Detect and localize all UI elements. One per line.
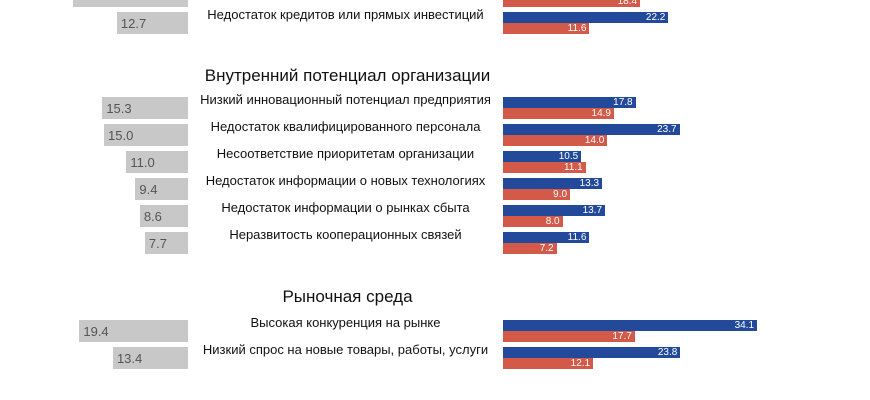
gray-bar: 7.7 xyxy=(144,232,188,254)
category-label: Низкий инновационный потенциал предприят… xyxy=(200,92,491,107)
red-bar: 9.0 xyxy=(503,189,571,200)
red-bar: 8.0 xyxy=(503,216,563,227)
section-title: Внутренний потенциал организации xyxy=(204,66,491,85)
category-label: Недостаток информации о новых технология… xyxy=(205,173,486,188)
red-bar: 11.6 xyxy=(503,23,590,34)
red-bar: 7.2 xyxy=(503,243,557,254)
red-bar: 18.4 xyxy=(503,0,641,7)
blue-bar: 13.3 xyxy=(503,178,603,189)
red-bar: 14.9 xyxy=(503,108,614,119)
category-label: Высокая конкуренция на рынке xyxy=(250,315,441,330)
red-bar: 12.1 xyxy=(503,358,594,369)
gray-bar: 15.0 xyxy=(104,124,188,146)
category-label: Недостаток квалифицированного персонала xyxy=(210,119,481,134)
blue-bar: 34.1 xyxy=(503,320,758,331)
category-label: Несоответствие приоритетам организации xyxy=(216,146,475,161)
gray-bar: 11.0 xyxy=(126,151,188,173)
gray-bar: 15.3 xyxy=(102,97,188,119)
blue-bar: 10.5 xyxy=(503,151,582,162)
red-bar: 11.1 xyxy=(503,162,586,173)
blue-bar: 13.7 xyxy=(503,205,606,216)
gray-bar: 9.4 xyxy=(135,178,188,200)
red-bar: 17.7 xyxy=(503,331,635,342)
blue-bar: 23.7 xyxy=(503,124,680,135)
red-bar: 14.0 xyxy=(503,135,608,146)
gray-bar: 13.4 xyxy=(112,347,188,369)
category-label: Неразвитость кооперационных связей xyxy=(229,227,462,242)
gray-bar xyxy=(72,0,188,7)
category-label: Недостаток информации о рынках сбыта xyxy=(221,200,470,215)
blue-bar: 23.8 xyxy=(503,347,681,358)
blue-bar: 11.6 xyxy=(503,232,590,243)
gray-bar: 8.6 xyxy=(139,205,188,227)
blue-bar: 17.8 xyxy=(503,97,636,108)
gray-bar: 19.4 xyxy=(79,320,188,342)
section-title: Рыночная среда xyxy=(282,287,413,306)
blue-bar: 22.2 xyxy=(503,12,669,23)
gray-bar: 12.7 xyxy=(116,12,188,34)
category-label: Низкий спрос на новые товары, работы, ус… xyxy=(202,342,489,357)
category-label: Недостаток кредитов или прямых инвестици… xyxy=(207,7,484,22)
